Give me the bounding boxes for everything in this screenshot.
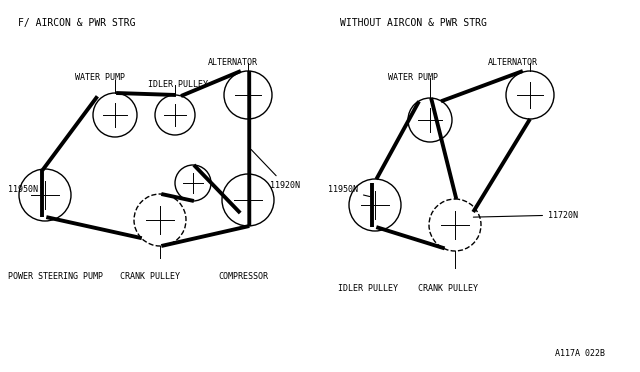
Text: CRANK PULLEY: CRANK PULLEY <box>418 284 478 293</box>
Text: ALTERNATOR: ALTERNATOR <box>488 58 538 67</box>
Text: COMPRESSOR: COMPRESSOR <box>218 272 268 281</box>
Text: IDLER PULLEY: IDLER PULLEY <box>148 80 208 89</box>
Text: CRANK PULLEY: CRANK PULLEY <box>120 272 180 281</box>
Text: ALTERNATOR: ALTERNATOR <box>208 58 258 67</box>
Text: A117A 022B: A117A 022B <box>555 349 605 358</box>
Text: 11950N: 11950N <box>328 186 370 196</box>
Text: WITHOUT AIRCON & PWR STRG: WITHOUT AIRCON & PWR STRG <box>340 18 487 28</box>
Text: WATER PUMP: WATER PUMP <box>388 73 438 82</box>
Text: POWER STEERING PUMP: POWER STEERING PUMP <box>8 272 103 281</box>
Text: WATER PUMP: WATER PUMP <box>75 73 125 82</box>
Text: F/ AIRCON & PWR STRG: F/ AIRCON & PWR STRG <box>18 18 136 28</box>
Text: 11920N: 11920N <box>251 150 300 189</box>
Text: 11950N: 11950N <box>8 186 42 195</box>
Text: 11720N: 11720N <box>474 211 578 219</box>
Text: IDLER PULLEY: IDLER PULLEY <box>338 284 398 293</box>
